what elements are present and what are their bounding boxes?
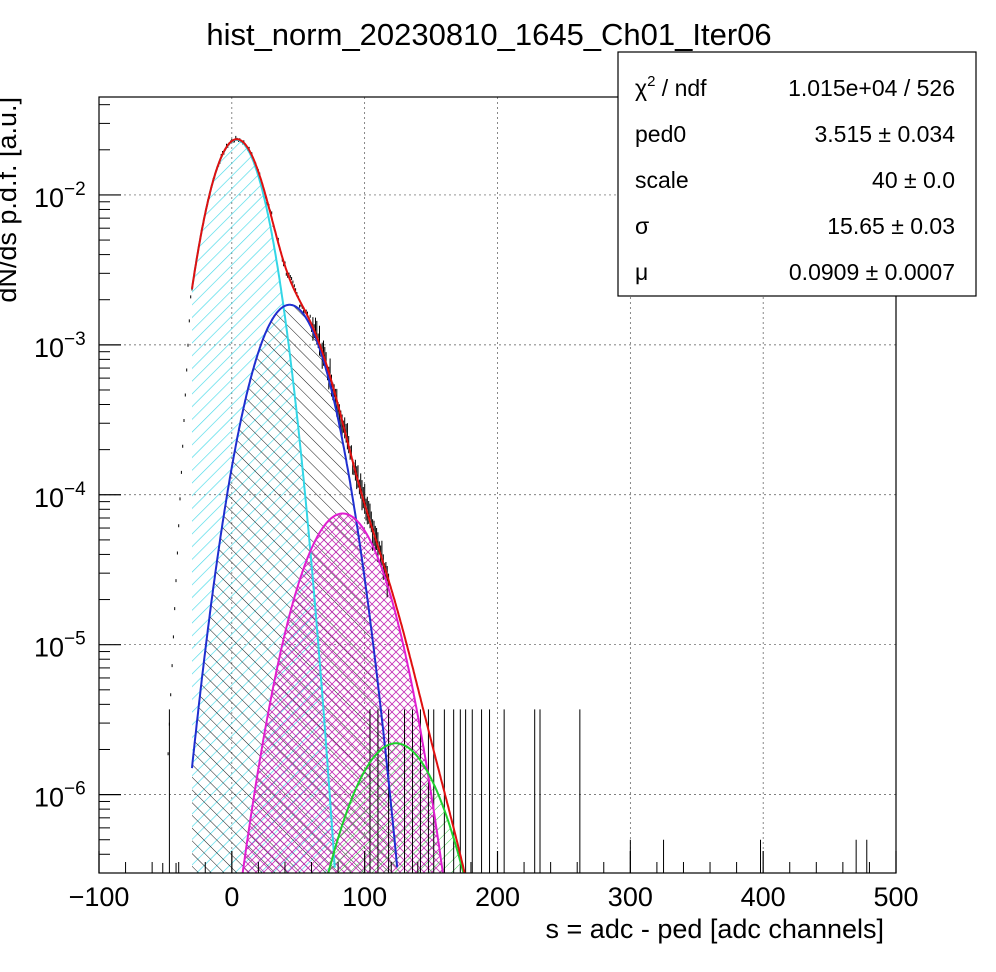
stats-row-label: μ — [635, 259, 648, 285]
stats-row-value: 40 ± 0.0 — [872, 167, 955, 193]
x-tick-label: 0 — [224, 882, 239, 912]
component-1-curve — [191, 303, 399, 868]
x-tick-label: 500 — [873, 882, 918, 912]
fit-stats-box: χ2 / ndf 1.015e+04 / 526 ped0 3.515 ± 0.034… — [617, 51, 977, 297]
histogram-bars — [162, 135, 868, 873]
y-tick-label: 10−6 — [34, 779, 86, 813]
y-tick-label: 10−5 — [34, 629, 86, 663]
total-fit-curve — [191, 138, 466, 873]
x-tick-label: 400 — [741, 882, 786, 912]
x-tick-label: −100 — [69, 882, 130, 912]
stats-row-label: scale — [635, 167, 689, 193]
stats-row-value: 3.515 ± 0.034 — [814, 121, 955, 147]
stats-row-label: ped0 — [635, 121, 686, 147]
stats-row-value: 0.0909 ± 0.0007 — [789, 259, 955, 285]
stats-row-label: σ — [635, 213, 649, 239]
y-tick-label: 10−2 — [34, 179, 86, 213]
component-3-curve — [327, 742, 465, 873]
y-tick-label: 10−4 — [34, 479, 86, 513]
y-axis-label: dN/ds p.d.f. [a.u.] — [0, 97, 22, 303]
component-2-curve — [241, 512, 444, 873]
stats-row-value: 15.65 ± 0.03 — [827, 213, 955, 239]
stats-row-value: 1.015e+04 / 526 — [788, 75, 955, 101]
fit-curves — [191, 138, 466, 873]
chart-title: hist_norm_20230810_1645_Ch01_Iter06 — [206, 17, 771, 52]
stats-row-label: χ2 / ndf — [635, 73, 707, 101]
stats-box-frame — [617, 51, 977, 297]
x-axis-label: s = adc - ped [adc channels] — [546, 914, 884, 944]
x-tick-label: 300 — [608, 882, 653, 912]
axis-ticks: −100 0 100 200 300 400 500 10−6 10−5 10−4 10−3 10−2 — [34, 104, 919, 912]
y-tick-label: 10−3 — [34, 329, 86, 363]
x-tick-label: 100 — [342, 882, 387, 912]
x-tick-label: 200 — [475, 882, 520, 912]
